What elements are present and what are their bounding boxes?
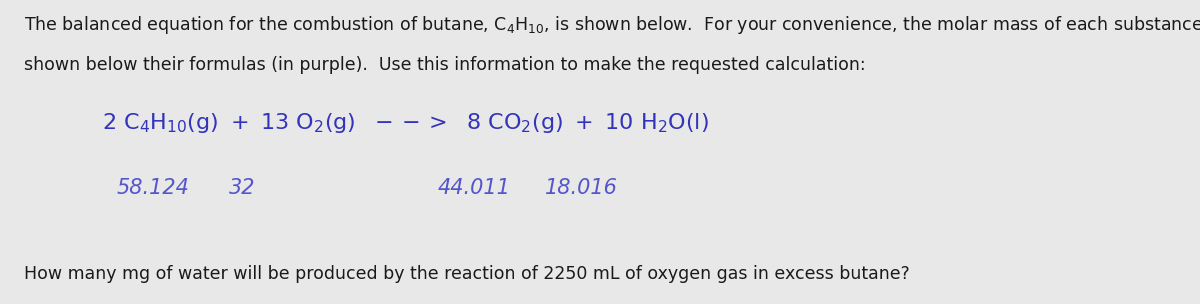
Text: 18.016: 18.016 [545, 178, 618, 199]
Text: shown below their formulas (in purple).  Use this information to make the reques: shown below their formulas (in purple). … [24, 56, 865, 74]
Text: How many mg of water will be produced by the reaction of 2250 mL of oxygen gas i: How many mg of water will be produced by… [24, 265, 910, 283]
Text: 44.011: 44.011 [438, 178, 511, 199]
Text: $\mathregular{2\ C_4H_{10}(g)\ +\ 13\ O_2(g)\ \ -->\ \ 8\ CO_2(g)\ +\ 10\ H_2O(l: $\mathregular{2\ C_4H_{10}(g)\ +\ 13\ O_… [102, 111, 709, 135]
Text: 58.124: 58.124 [116, 178, 190, 199]
Text: The balanced equation for the combustion of butane, $\mathregular{C_4H_{10}}$, i: The balanced equation for the combustion… [24, 14, 1200, 36]
Text: 32: 32 [229, 178, 256, 199]
